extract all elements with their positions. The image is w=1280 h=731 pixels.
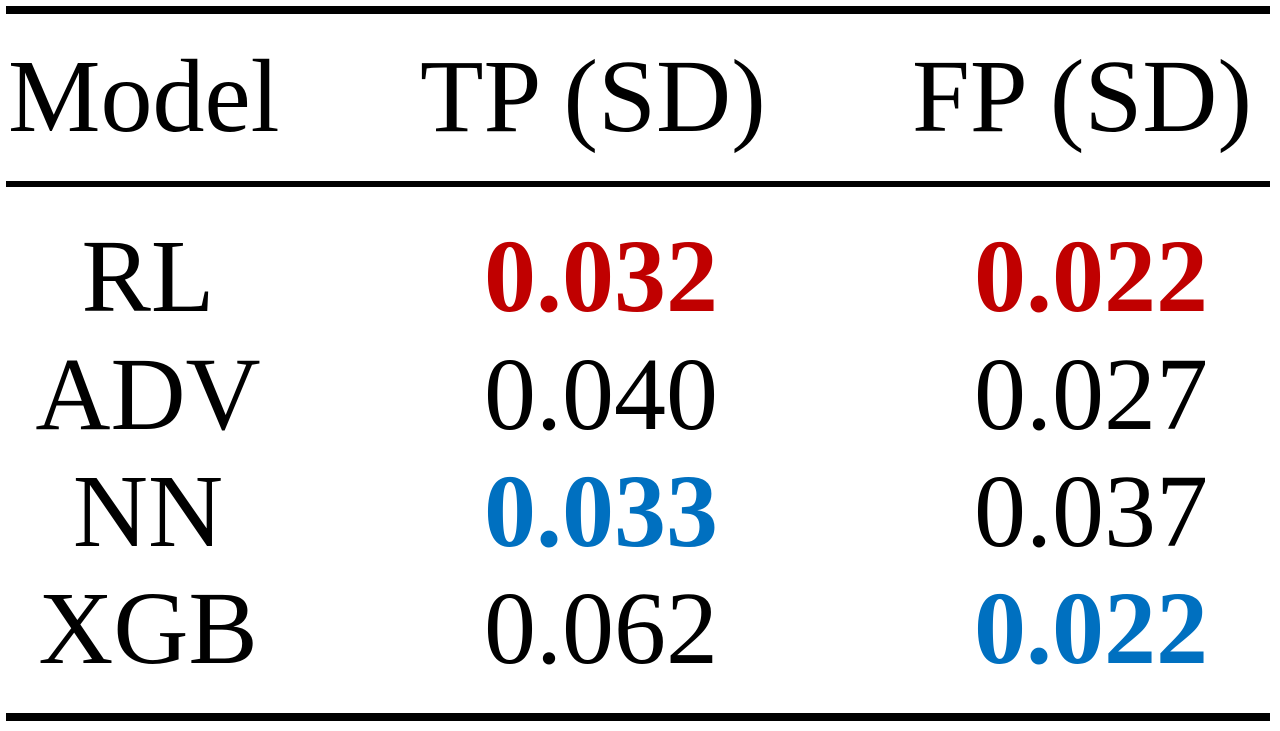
cell-fp: 0.022 (974, 571, 1208, 686)
header-fp: FP (SD) (912, 39, 1253, 154)
cell-tp: 0.062 (484, 571, 718, 686)
cell-tp: 0.033 (484, 454, 718, 569)
cell-tp: 0.032 (484, 219, 718, 334)
cell-model: XGB (38, 571, 258, 686)
table-bottom-rule (6, 713, 1270, 721)
cell-fp: 0.037 (974, 454, 1208, 569)
cell-fp: 0.022 (974, 219, 1208, 334)
table-header-rule (6, 181, 1270, 187)
header-model: Model (8, 39, 280, 154)
header-tp: TP (SD) (420, 39, 766, 154)
cell-fp: 0.027 (974, 337, 1208, 452)
table-top-rule (6, 6, 1270, 14)
cell-model: NN (72, 454, 224, 569)
cell-model: ADV (35, 337, 261, 452)
cell-tp: 0.040 (484, 337, 718, 452)
cell-model: RL (81, 219, 215, 334)
